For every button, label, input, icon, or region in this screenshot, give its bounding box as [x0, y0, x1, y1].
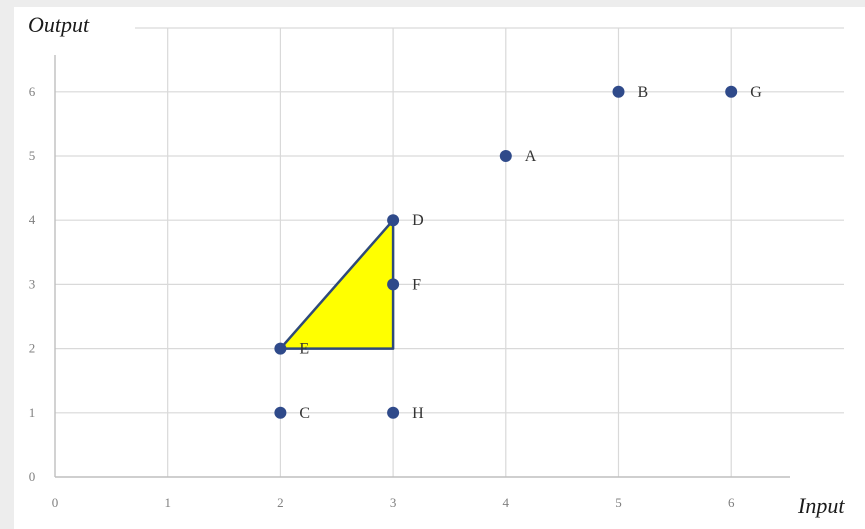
data-point-a — [499, 150, 512, 162]
x-tick-label: 1 — [164, 495, 171, 510]
data-points: A B G D F E C H — [274, 84, 762, 422]
y-tick-label: 5 — [29, 148, 36, 163]
data-point-e — [274, 342, 287, 355]
data-point-d — [387, 214, 400, 227]
x-tick-label: 5 — [615, 495, 622, 510]
data-label-a: A — [525, 148, 537, 165]
x-tick-label: 2 — [277, 495, 284, 510]
data-point-f — [387, 278, 400, 291]
data-point-b — [612, 85, 625, 98]
data-label-h: H — [412, 405, 424, 422]
x-tick-label: 3 — [390, 495, 397, 510]
y-tick-label: 6 — [29, 84, 36, 99]
gridlines — [55, 27, 844, 477]
data-label-b: B — [638, 84, 649, 101]
axes — [54, 55, 790, 478]
y-tick-label: 2 — [29, 341, 36, 356]
y-tick-label: 4 — [29, 212, 36, 227]
data-point-c — [274, 406, 287, 419]
data-label-d: D — [412, 212, 424, 229]
y-axis-title: Output — [28, 12, 90, 37]
data-label-f: F — [412, 276, 421, 293]
x-tick-label: 0 — [52, 495, 59, 510]
y-tick-label: 1 — [29, 405, 36, 420]
data-label-e: E — [299, 341, 309, 358]
data-label-g: G — [750, 84, 762, 101]
x-tick-label: 6 — [728, 495, 735, 510]
y-tick-label: 3 — [29, 276, 36, 291]
x-axis-title: Input — [797, 493, 845, 518]
x-tick-label: 4 — [503, 495, 510, 510]
tick-labels: 0 1 2 3 4 5 6 0 1 2 3 4 5 6 — [29, 84, 735, 510]
chart-frame — [14, 7, 865, 529]
y-tick-label: 0 — [29, 469, 36, 484]
data-point-g — [725, 85, 738, 98]
data-label-c: C — [299, 405, 310, 422]
data-point-h — [387, 406, 400, 419]
